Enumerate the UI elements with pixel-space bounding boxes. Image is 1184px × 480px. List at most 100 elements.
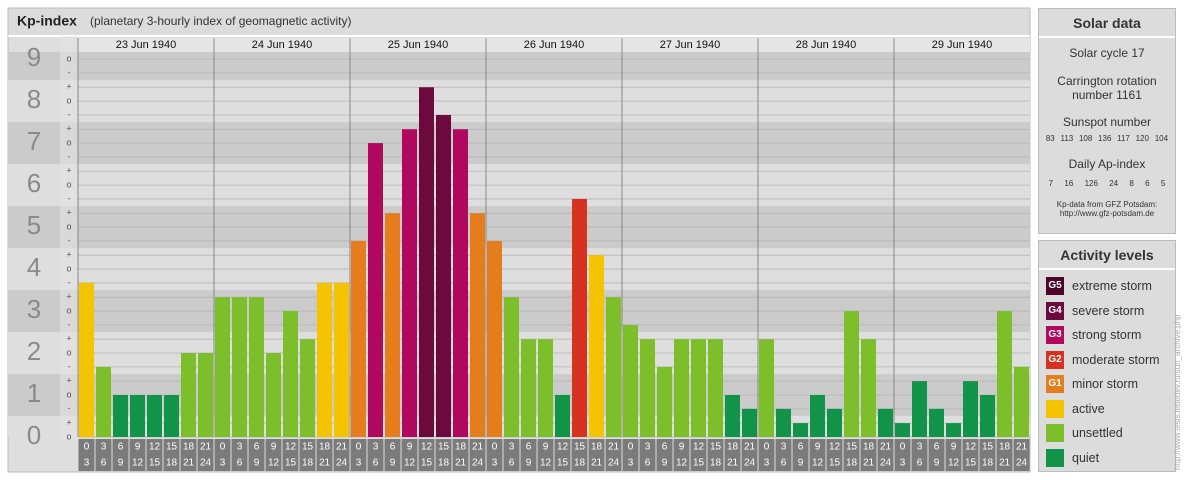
hour-label: 18: [863, 442, 875, 453]
hour-cell: [452, 439, 469, 471]
hour-cell: [928, 439, 945, 471]
hour-label: 21: [1016, 442, 1028, 453]
bar: [742, 408, 757, 437]
hour-cell: [265, 439, 282, 471]
hour-label: 0: [220, 442, 226, 453]
x-category-label: 25 Jun 1940: [388, 39, 449, 51]
minor-tick-label: -: [68, 109, 71, 119]
y-tick-label: 3: [27, 294, 41, 324]
hour-label: 6: [526, 442, 532, 453]
legend-label: extreme storm: [1072, 279, 1152, 294]
hour-cell: [163, 439, 180, 471]
y-tick-label: 8: [27, 84, 41, 114]
hour-label: 24: [472, 458, 484, 469]
hour-label: 12: [557, 442, 569, 453]
hour-label: 6: [934, 442, 940, 453]
hour-cell: [758, 439, 775, 471]
hour-label: 18: [166, 458, 178, 469]
y-tick-label: 6: [27, 168, 41, 198]
bar: [895, 423, 910, 437]
bar: [538, 339, 553, 437]
hour-cell: [316, 439, 333, 471]
hour-label: 3: [917, 442, 923, 453]
hour-cell: [588, 439, 605, 471]
x-category-label: 23 Jun 1940: [116, 39, 177, 51]
hour-label: 15: [166, 442, 178, 453]
hour-label: 15: [302, 442, 314, 453]
legend-label: strong storm: [1072, 328, 1142, 343]
hour-cell: [690, 439, 707, 471]
legend-swatch: [1046, 399, 1064, 418]
hour-cell: [741, 439, 758, 471]
minor-tick-label: +: [66, 292, 71, 302]
minor-tick-label: -: [68, 235, 71, 245]
source: http://www.gfz-potsdam.de: [1059, 209, 1155, 218]
hour-cell: [469, 439, 486, 471]
bar: [96, 366, 111, 437]
y-tick-label: 7: [27, 126, 41, 156]
bar: [79, 282, 94, 437]
bar: [997, 311, 1012, 437]
hour-label: 18: [302, 458, 314, 469]
bar: [283, 311, 298, 437]
hour-label: 3: [900, 458, 906, 469]
hour-cell: [792, 439, 809, 471]
hour-label: 9: [390, 458, 396, 469]
bar: [249, 297, 264, 437]
minor-tick-label: o: [66, 431, 71, 441]
y-tick-label: 2: [27, 336, 41, 366]
minor-tick-label: o: [66, 95, 71, 105]
hour-cell: [503, 439, 520, 471]
hour-label: 9: [543, 442, 549, 453]
hour-label: 15: [557, 458, 569, 469]
hour-cell: [367, 439, 384, 471]
legend-swatch: G4: [1046, 301, 1064, 320]
hour-cell: [673, 439, 690, 471]
hour-label: 6: [662, 442, 668, 453]
bar: [215, 297, 230, 437]
ap-value: 8: [1129, 179, 1134, 188]
hour-label: 3: [84, 458, 90, 469]
minor-tick-label: -: [68, 193, 71, 203]
minor-tick-label: -: [68, 67, 71, 77]
solar-data-panel: Solar data Solar cycle 17 Carrington rot…: [1038, 8, 1176, 234]
hour-label: 15: [149, 458, 161, 469]
credit: http://www.tesis.lebedev.ru/sun_archive.…: [1173, 314, 1182, 471]
activity-levels-panel: Activity levels G5 extreme storm G4 severe …: [1038, 240, 1176, 472]
hour-cell: [282, 439, 299, 471]
hour-label: 15: [982, 442, 994, 453]
bar: [266, 353, 281, 437]
hour-cell: [656, 439, 673, 471]
hour-cell: [962, 439, 979, 471]
hour-cell: [78, 439, 95, 471]
hour-label: 6: [101, 458, 107, 469]
bar: [725, 395, 740, 437]
hour-label: 9: [526, 458, 532, 469]
hour-cell: [979, 439, 996, 471]
legend-swatch: G5: [1046, 277, 1064, 296]
hour-label: 9: [118, 458, 124, 469]
hour-cell: [146, 439, 163, 471]
panel-title: Activity levels: [1039, 241, 1175, 270]
bar: [793, 423, 808, 437]
bar: [640, 339, 655, 437]
hour-label: 9: [662, 458, 668, 469]
bar: [844, 311, 859, 437]
hour-label: 15: [574, 442, 586, 453]
hour-cell: [605, 439, 622, 471]
minor-tick-label: o: [66, 305, 71, 315]
sunspot-value: 108: [1078, 134, 1093, 143]
minor-axis: [60, 36, 78, 439]
legend-item: G3 strong storm: [1039, 323, 1175, 348]
hour-label: 12: [285, 442, 297, 453]
hour-label: 12: [268, 458, 280, 469]
minor-tick-label: -: [68, 151, 71, 161]
hour-label: 9: [951, 442, 957, 453]
minor-tick-label: o: [66, 179, 71, 189]
hour-label: 21: [455, 458, 467, 469]
bar: [912, 381, 927, 437]
sunspot-value: 83: [1045, 134, 1055, 143]
hour-label: 9: [135, 442, 141, 453]
hour-label: 12: [965, 442, 977, 453]
